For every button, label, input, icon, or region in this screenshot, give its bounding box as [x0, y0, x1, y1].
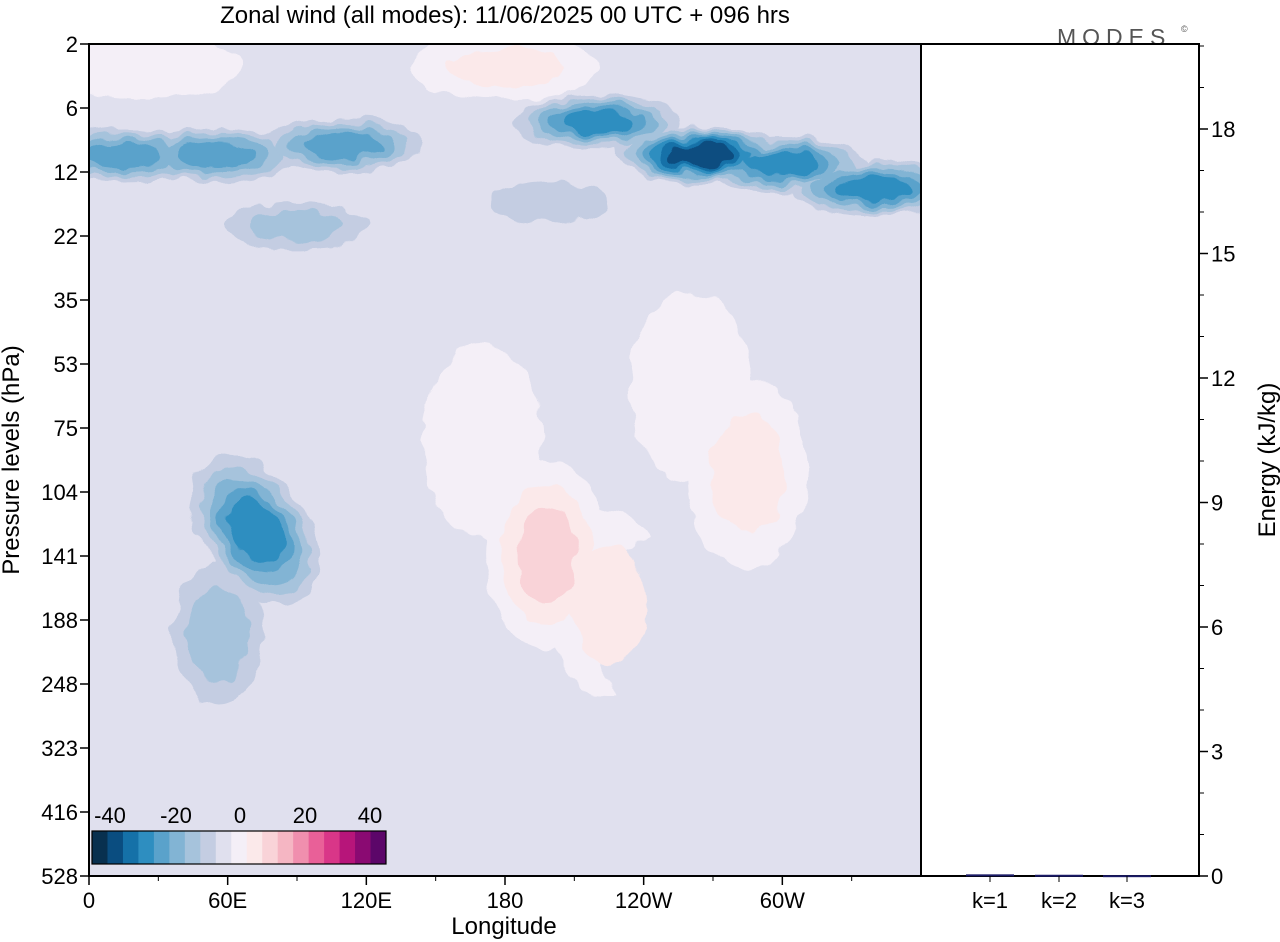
wind-contour: [516, 507, 577, 603]
y-tick-label: 2: [66, 32, 78, 57]
colorbar-swatch: [138, 831, 155, 864]
energy-category-label: k=1: [972, 888, 1008, 913]
x-tick-label: 60W: [760, 888, 805, 913]
colorbar-swatch: [92, 831, 108, 864]
x-tick-label: 120W: [615, 888, 673, 913]
colorbar-swatch: [277, 831, 294, 864]
wind-field: [89, 44, 921, 876]
x-tick-label: 60E: [208, 888, 247, 913]
wind-contour: [629, 291, 750, 482]
colorbar-swatch: [200, 831, 217, 864]
x-tick-label: 180: [487, 888, 524, 913]
longitude-axis: 0 60E 120E 180 120W 60W: [83, 876, 853, 913]
colorbar-swatch: [293, 831, 310, 864]
colorbar-swatch: [184, 831, 201, 864]
y-tick-label: 248: [41, 672, 78, 697]
wind-contour: [445, 47, 565, 88]
wind-contour: [89, 44, 242, 100]
wind-contour: [421, 345, 542, 536]
energy-tick-label: 0: [1211, 864, 1223, 889]
y-tick-label: 323: [41, 736, 78, 761]
colorbar-swatch: [169, 831, 186, 864]
energy-category-label: k=3: [1109, 888, 1145, 913]
y-axis-title: Pressure levels (hPa): [0, 345, 25, 574]
wind-contour: [668, 144, 735, 167]
colorbar-swatch: [153, 831, 170, 864]
x-axis-title: Longitude: [451, 913, 556, 940]
x-tick-label: 0: [83, 888, 95, 913]
energy-category-label: k=2: [1041, 888, 1077, 913]
colorbar-label: 20: [293, 803, 317, 828]
y-tick-label: 53: [54, 352, 78, 377]
colorbar: -40 -20 0 20 40: [91, 803, 387, 865]
wind-contour: [710, 414, 786, 534]
wind-contour: [89, 142, 162, 168]
y-tick-label: 6: [66, 96, 78, 121]
energy-bar: [966, 874, 1014, 877]
y-tick-label: 416: [41, 800, 78, 825]
wind-contour: [491, 182, 611, 223]
energy-panel: 0 3 6 9 12 15 18 k=1 k=2 k=3: [966, 45, 1235, 913]
colorbar-swatch: [122, 831, 139, 864]
colorbar-swatch: [308, 831, 325, 864]
wind-contour: [178, 142, 255, 168]
energy-axis-title: Energy (kJ/kg): [1254, 383, 1280, 538]
y-tick-label: 104: [41, 480, 78, 505]
wind-contour: [227, 498, 283, 563]
colorbar-label: 40: [358, 803, 382, 828]
colorbar-frame: [91, 830, 387, 865]
energy-tick-label: 18: [1211, 117, 1235, 142]
colorbar-swatch: [324, 831, 341, 864]
colorbar-label: -40: [94, 803, 126, 828]
logo-mark: ©: [1181, 24, 1188, 34]
y-tick-label: 35: [54, 288, 78, 313]
energy-tick-label: 3: [1211, 740, 1223, 765]
energy-tick-label: 12: [1211, 366, 1235, 391]
energy-tick-label: 15: [1211, 242, 1235, 267]
energy-tick-label: 9: [1211, 491, 1223, 516]
chart-title: Zonal wind (all modes): 11/06/2025 00 UT…: [220, 2, 790, 29]
colorbar-swatch: [355, 831, 372, 864]
wind-contour: [305, 132, 382, 159]
y-tick-label: 22: [54, 224, 78, 249]
colorbar-label: -20: [160, 803, 192, 828]
y-tick-label: 12: [54, 160, 78, 185]
energy-tick-label: 6: [1211, 615, 1223, 640]
y-tick-label: 75: [54, 416, 78, 441]
y-tick-label: 188: [41, 608, 78, 633]
wind-contour: [839, 176, 911, 201]
wind-contour: [746, 151, 818, 176]
wind-contour: [561, 110, 634, 135]
colorbar-swatch: [215, 831, 232, 864]
wind-contour: [188, 586, 249, 682]
field-blobs: [89, 44, 921, 876]
pressure-axis: 2 6 12 22 35 53 75 104 141 188 248 323 416 528: [41, 32, 89, 889]
y-tick-label: 528: [41, 864, 78, 889]
wind-contour: [571, 544, 647, 664]
y-tick-label: 141: [41, 544, 78, 569]
energy-plot-frame: [920, 43, 1200, 877]
colorbar-swatch: [339, 831, 356, 864]
wind-contour: [479, 781, 600, 876]
x-tick-label: 120E: [341, 888, 392, 913]
colorbar-swatch: [231, 831, 248, 864]
colorbar-label: 0: [234, 803, 246, 828]
energy-bar: [1035, 874, 1083, 877]
wind-contour: [249, 209, 345, 242]
colorbar-swatch: [246, 831, 263, 864]
colorbar-swatch: [370, 831, 387, 864]
colorbar-swatch: [107, 831, 124, 864]
colorbar-swatch: [262, 831, 279, 864]
